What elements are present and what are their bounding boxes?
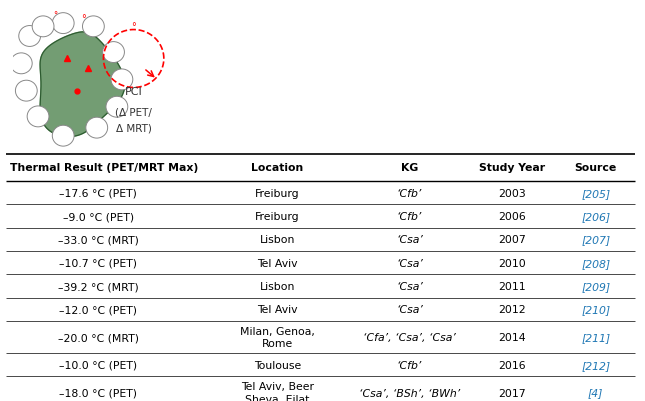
- Circle shape: [86, 118, 108, 139]
- Text: [211]: [211]: [581, 332, 610, 342]
- Text: ‘Csa’, ‘BSh’, ‘BWh’: ‘Csa’, ‘BSh’, ‘BWh’: [359, 388, 460, 397]
- Text: Lisbon: Lisbon: [260, 235, 295, 245]
- Text: Milan, Genoa,
Rome: Milan, Genoa, Rome: [240, 326, 315, 348]
- Text: –18.0 °C (PET): –18.0 °C (PET): [59, 388, 137, 397]
- Text: [207]: [207]: [581, 235, 610, 245]
- Text: Study Year: Study Year: [479, 163, 545, 173]
- Text: –12.0 °C (PET): –12.0 °C (PET): [59, 305, 137, 314]
- Circle shape: [52, 126, 74, 147]
- Text: °: °: [132, 22, 136, 32]
- Text: Tel Aviv: Tel Aviv: [257, 258, 297, 268]
- Text: ‘Csa’: ‘Csa’: [396, 282, 423, 291]
- Circle shape: [27, 107, 49, 128]
- Circle shape: [103, 43, 124, 63]
- Text: Tel Aviv: Tel Aviv: [257, 305, 297, 314]
- Polygon shape: [40, 33, 125, 137]
- Text: Tel Aviv, Beer
Sheva, Eilat: Tel Aviv, Beer Sheva, Eilat: [241, 381, 314, 401]
- Text: 2007: 2007: [498, 235, 526, 245]
- Text: 2003: 2003: [498, 188, 526, 198]
- Circle shape: [106, 97, 128, 118]
- Circle shape: [15, 81, 37, 102]
- Circle shape: [52, 14, 74, 34]
- Text: 2016: 2016: [498, 360, 526, 370]
- Text: Thermal Result (PET/MRT Max): Thermal Result (PET/MRT Max): [10, 163, 198, 173]
- Circle shape: [32, 17, 54, 38]
- Text: ‘Csa’: ‘Csa’: [396, 235, 423, 245]
- Text: 2006: 2006: [498, 212, 526, 221]
- Text: [209]: [209]: [581, 282, 610, 291]
- Circle shape: [10, 54, 32, 75]
- Text: 2014: 2014: [498, 332, 526, 342]
- Text: ‘Csa’: ‘Csa’: [396, 305, 423, 314]
- Text: 2017: 2017: [498, 388, 526, 397]
- Text: [4]: [4]: [588, 388, 603, 397]
- Text: 2010: 2010: [498, 258, 526, 268]
- Text: –9.0 °C (PET): –9.0 °C (PET): [63, 212, 134, 221]
- Text: °: °: [81, 14, 86, 24]
- Text: [206]: [206]: [581, 212, 610, 221]
- Text: °: °: [53, 12, 57, 20]
- Text: Location: Location: [251, 163, 304, 173]
- Text: ‘Cfa’, ‘Csa’, ‘Csa’: ‘Cfa’, ‘Csa’, ‘Csa’: [363, 332, 456, 342]
- Text: [210]: [210]: [581, 305, 610, 314]
- Text: –20.0 °C (MRT): –20.0 °C (MRT): [58, 332, 139, 342]
- Circle shape: [111, 70, 133, 91]
- Text: ‘Cfb’: ‘Cfb’: [397, 188, 422, 198]
- Text: Source: Source: [575, 163, 617, 173]
- Text: [208]: [208]: [581, 258, 610, 268]
- Text: Δ MRT): Δ MRT): [115, 124, 152, 133]
- Text: –10.7 °C (PET): –10.7 °C (PET): [59, 258, 137, 268]
- Text: Lisbon: Lisbon: [260, 282, 295, 291]
- Text: ‘Cfb’: ‘Cfb’: [397, 360, 422, 370]
- Text: –10.0 °C (PET): –10.0 °C (PET): [59, 360, 137, 370]
- Text: –33.0 °C (MRT): –33.0 °C (MRT): [58, 235, 139, 245]
- Text: [212]: [212]: [581, 360, 610, 370]
- Text: –17.6 °C (PET): –17.6 °C (PET): [59, 188, 137, 198]
- Circle shape: [83, 17, 104, 38]
- Text: KG: KG: [401, 163, 418, 173]
- Text: Freiburg: Freiburg: [255, 188, 300, 198]
- Text: 2011: 2011: [498, 282, 526, 291]
- Text: (Δ PET/: (Δ PET/: [115, 107, 152, 117]
- Text: ‘Cfb’: ‘Cfb’: [397, 212, 422, 221]
- Text: 2012: 2012: [498, 305, 526, 314]
- Text: –39.2 °C (MRT): –39.2 °C (MRT): [58, 282, 139, 291]
- Text: PCI: PCI: [124, 87, 143, 96]
- Text: [205]: [205]: [581, 188, 610, 198]
- Text: Freiburg: Freiburg: [255, 212, 300, 221]
- Text: ‘Csa’: ‘Csa’: [396, 258, 423, 268]
- Text: Toulouse: Toulouse: [253, 360, 301, 370]
- Circle shape: [19, 26, 41, 47]
